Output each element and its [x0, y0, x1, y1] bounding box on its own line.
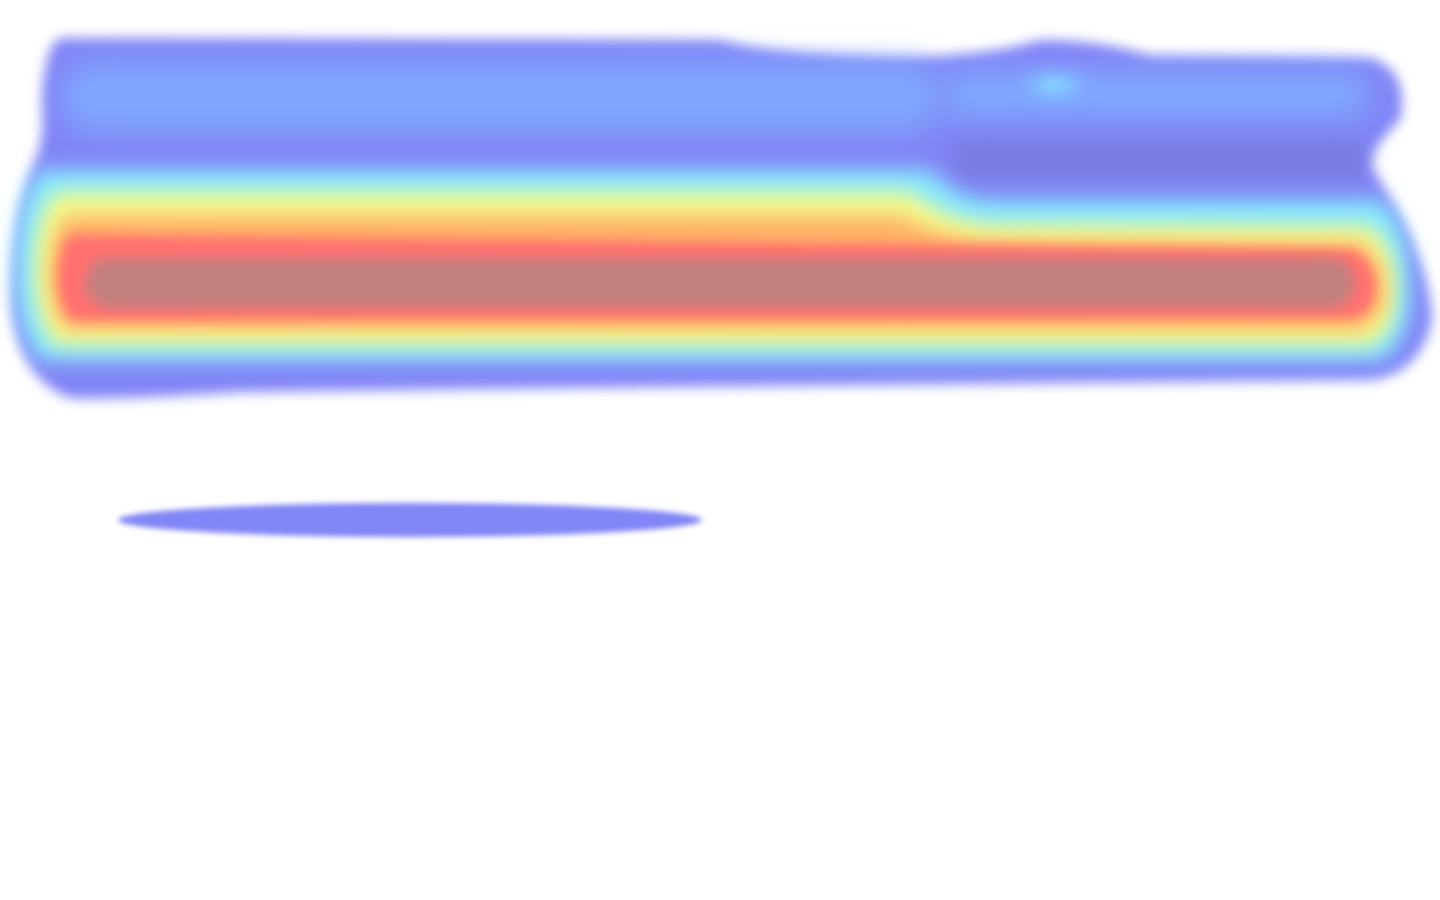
top-band	[60, 62, 1370, 180]
lower-band	[118, 503, 702, 537]
main-band-core	[85, 258, 1355, 308]
top-band-hot-spot	[1010, 63, 1100, 107]
main-band	[15, 170, 1410, 360]
